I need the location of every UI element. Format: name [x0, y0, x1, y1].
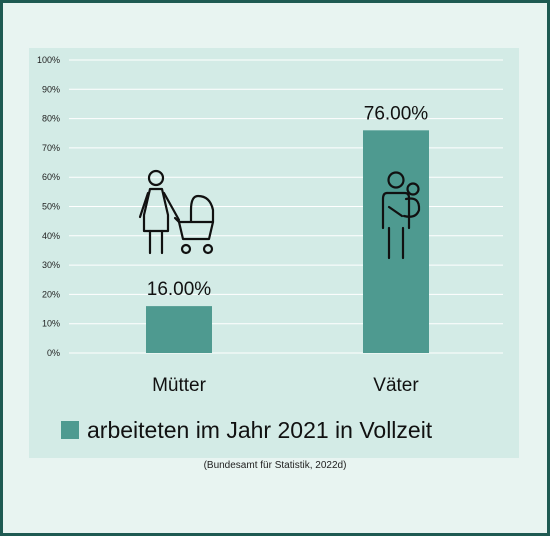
y-tick-label: 50%	[42, 202, 60, 212]
father-holding-child-icon	[381, 171, 421, 260]
mother-with-stroller-icon	[138, 169, 215, 255]
y-tick-label: 30%	[42, 260, 60, 270]
y-tick-label: 60%	[42, 172, 60, 182]
bar-chart: 0% 10% 20% 30% 40% 50% 60% 70% 80% 90% 100% 16.00%…	[37, 55, 503, 443]
y-axis-ticks: 0% 10% 20% 30% 40% 50% 60% 70% 80% 90% 100%	[37, 55, 60, 358]
bar-vaeter	[363, 130, 429, 353]
y-tick-label: 90%	[42, 84, 60, 94]
data-labels: 16.00% 76.00%	[147, 103, 429, 300]
gridlines	[69, 59, 503, 354]
y-tick-label: 70%	[42, 143, 60, 153]
legend-label: arbeiteten im Jahr 2021 in Vollzeit	[87, 417, 433, 443]
y-tick-label: 10%	[42, 319, 60, 329]
y-tick-label: 100%	[37, 55, 60, 65]
y-tick-label: 0%	[47, 348, 60, 358]
x-axis-categories: Mütter Väter	[152, 375, 419, 396]
chart-frame: 0% 10% 20% 30% 40% 50% 60% 70% 80% 90% 100% 16.00%…	[3, 3, 547, 533]
chart-panel	[29, 48, 519, 458]
legend-swatch	[61, 421, 79, 439]
data-label: 16.00%	[147, 279, 212, 300]
y-tick-label: 20%	[42, 289, 60, 299]
bars	[146, 130, 429, 353]
source-citation: (Bundesamt für Statistik, 2022d)	[203, 460, 347, 471]
data-label: 76.00%	[364, 103, 429, 124]
x-category-label: Mütter	[152, 375, 207, 396]
y-tick-label: 80%	[42, 114, 60, 124]
y-tick-label: 40%	[42, 231, 60, 241]
x-category-label: Väter	[373, 375, 419, 396]
bar-muetter	[146, 306, 212, 353]
